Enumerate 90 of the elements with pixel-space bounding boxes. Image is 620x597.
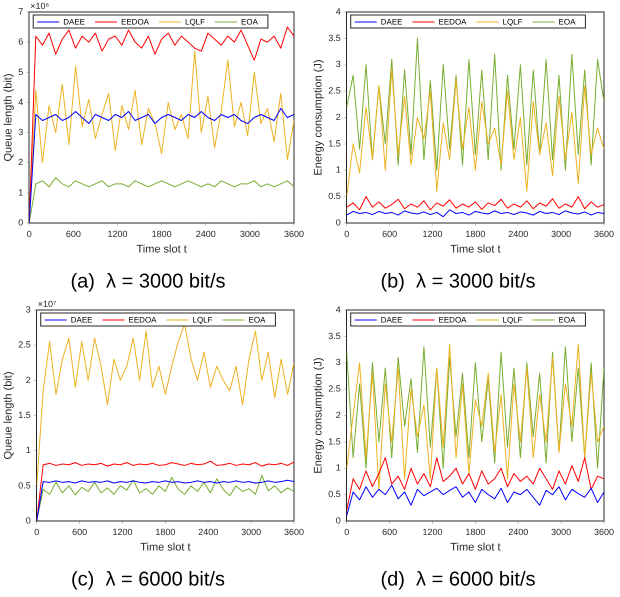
legend-label: EEDOA bbox=[438, 316, 468, 325]
y-tick-label: 1 bbox=[18, 187, 24, 198]
x-tick-label: 600 bbox=[66, 228, 81, 239]
y-tick-label: 0.5 bbox=[328, 489, 341, 500]
x-tick-label: 0 bbox=[344, 526, 350, 537]
x-tick-label: 1800 bbox=[465, 526, 486, 537]
x-tick-label: 1800 bbox=[152, 228, 172, 239]
legend-label: EEDOA bbox=[120, 18, 150, 27]
y-tick-label: 1 bbox=[336, 462, 341, 473]
y-tick-label: 3.5 bbox=[328, 330, 341, 341]
y-axis-title: Energy consumption (J) bbox=[312, 357, 325, 474]
x-tick-label: 3600 bbox=[284, 526, 304, 537]
y-tick-label: 2.5 bbox=[328, 86, 341, 96]
legend-label: LQLF bbox=[502, 316, 523, 325]
y-tick-label: 7 bbox=[18, 6, 24, 16]
x-tick-label: 600 bbox=[382, 526, 398, 537]
y-tick-label: 2 bbox=[336, 410, 341, 420]
y-tick-label: 6 bbox=[18, 36, 24, 47]
x-tick-label: 1200 bbox=[112, 526, 132, 537]
y-tick-label: 3 bbox=[26, 304, 31, 314]
legend-label: EOA bbox=[558, 18, 576, 27]
legend-label: EOA bbox=[558, 316, 576, 325]
y-tick-label: 2 bbox=[336, 112, 341, 122]
y-tick-label: 3 bbox=[18, 127, 24, 138]
y-tick-label: 3 bbox=[336, 357, 341, 368]
x-tick-label: 1200 bbox=[107, 228, 128, 239]
text: (b) λ = 3000 bit/s bbox=[380, 270, 536, 293]
legend-label: EEDOA bbox=[438, 18, 468, 27]
y-tick-label: 0 bbox=[336, 217, 341, 228]
y-tick-label: 2.5 bbox=[18, 340, 31, 350]
y-tick-label: 1 bbox=[26, 445, 31, 456]
x-tick-label: 1200 bbox=[422, 526, 442, 537]
x-axis-title: Time slot t bbox=[450, 541, 501, 554]
legend-label: DAEE bbox=[70, 316, 93, 325]
legend-label: LQLF bbox=[185, 18, 206, 27]
y-axis-title: Queue length (bit) bbox=[2, 73, 15, 162]
x-tick-label: 600 bbox=[72, 526, 88, 537]
y-tick-label: 0 bbox=[336, 515, 341, 526]
y-tick-label: 1.5 bbox=[18, 410, 31, 420]
y-tick-label: 1.5 bbox=[328, 436, 341, 446]
x-tick-label: 2400 bbox=[198, 526, 218, 537]
text: ×10⁷ bbox=[38, 298, 56, 309]
x-tick-label: 3000 bbox=[551, 228, 572, 239]
y-axis-title: Energy consumption (J) bbox=[312, 59, 325, 176]
legend-label: DAEE bbox=[380, 316, 403, 325]
x-tick-label: 2400 bbox=[508, 526, 528, 537]
y-tick-label: 0 bbox=[18, 217, 24, 228]
legend-label: EEDOA bbox=[128, 316, 158, 325]
x-tick-label: 1800 bbox=[465, 228, 486, 239]
y-tick-label: 0.5 bbox=[18, 480, 31, 490]
x-tick-label: 3600 bbox=[284, 228, 304, 239]
y-tick-label: 5 bbox=[18, 66, 24, 77]
y-tick-label: 0.5 bbox=[328, 191, 341, 202]
y-tick-label: 4 bbox=[336, 304, 341, 314]
legend-label: EOA bbox=[248, 316, 266, 325]
text: (d) λ = 6000 bit/s bbox=[380, 568, 536, 591]
text: (c) λ = 6000 bit/s bbox=[71, 568, 225, 591]
x-tick-label: 3000 bbox=[241, 526, 262, 537]
y-tick-label: 2.5 bbox=[328, 384, 341, 394]
x-tick-label: 3600 bbox=[594, 526, 614, 537]
y-tick-label: 2 bbox=[26, 374, 31, 385]
y-tick-label: 0 bbox=[26, 515, 31, 526]
x-tick-label: 1200 bbox=[422, 228, 442, 239]
legend-label: LQLF bbox=[502, 18, 523, 27]
legend-label: LQLF bbox=[192, 316, 213, 325]
y-tick-label: 1.5 bbox=[328, 138, 341, 148]
x-tick-label: 2400 bbox=[196, 228, 216, 239]
y-tick-label: 4 bbox=[18, 96, 24, 107]
x-tick-label: 600 bbox=[382, 228, 398, 239]
y-tick-label: 3 bbox=[336, 59, 341, 70]
legend-label: DAEE bbox=[380, 18, 403, 27]
text: ×10⁶ bbox=[30, 0, 50, 11]
y-tick-label: 2 bbox=[18, 157, 24, 168]
y-axis-title: Queue length (bit) bbox=[2, 371, 15, 460]
x-tick-label: 3000 bbox=[551, 526, 572, 537]
y-tick-label: 4 bbox=[336, 6, 341, 16]
y-tick-label: 1 bbox=[336, 164, 341, 175]
y-tick-label: 3.5 bbox=[328, 32, 341, 43]
x-tick-label: 3000 bbox=[240, 228, 260, 239]
legend-label: DAEE bbox=[63, 18, 85, 27]
x-axis-title: Time slot t bbox=[140, 541, 191, 554]
x-axis-title: Time slot t bbox=[450, 243, 501, 256]
x-tick-label: 0 bbox=[344, 228, 350, 239]
x-tick-label: 0 bbox=[34, 526, 40, 537]
legend-label: EOA bbox=[241, 18, 259, 27]
x-axis-title: Time slot t bbox=[136, 243, 187, 256]
x-tick-label: 2400 bbox=[508, 228, 528, 239]
x-tick-label: 1800 bbox=[155, 526, 176, 537]
text: (a) λ = 3000 bit/s bbox=[70, 270, 226, 293]
x-tick-label: 3600 bbox=[594, 228, 614, 239]
